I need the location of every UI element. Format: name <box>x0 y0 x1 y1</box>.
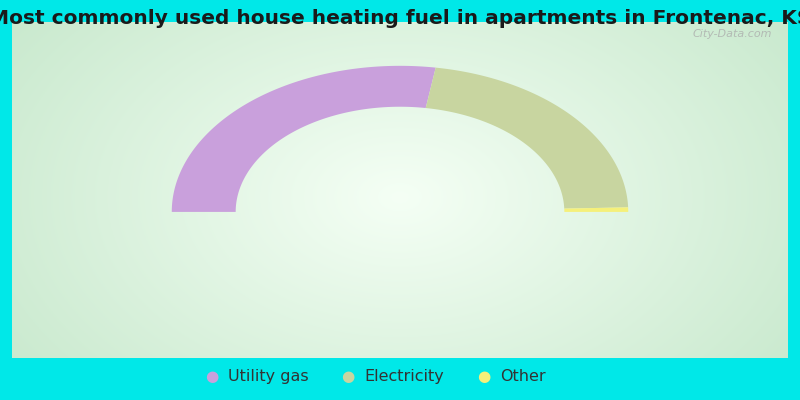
Text: ●: ● <box>478 369 490 384</box>
Text: City-Data.com: City-Data.com <box>693 29 772 39</box>
Polygon shape <box>172 66 436 212</box>
Polygon shape <box>564 207 628 212</box>
Text: Utility gas: Utility gas <box>228 369 309 384</box>
Polygon shape <box>426 68 628 209</box>
Text: Electricity: Electricity <box>364 369 444 384</box>
Text: Other: Other <box>500 369 546 384</box>
Text: ●: ● <box>342 369 354 384</box>
Text: Most commonly used house heating fuel in apartments in Frontenac, KS: Most commonly used house heating fuel in… <box>0 8 800 28</box>
Text: ●: ● <box>206 369 218 384</box>
